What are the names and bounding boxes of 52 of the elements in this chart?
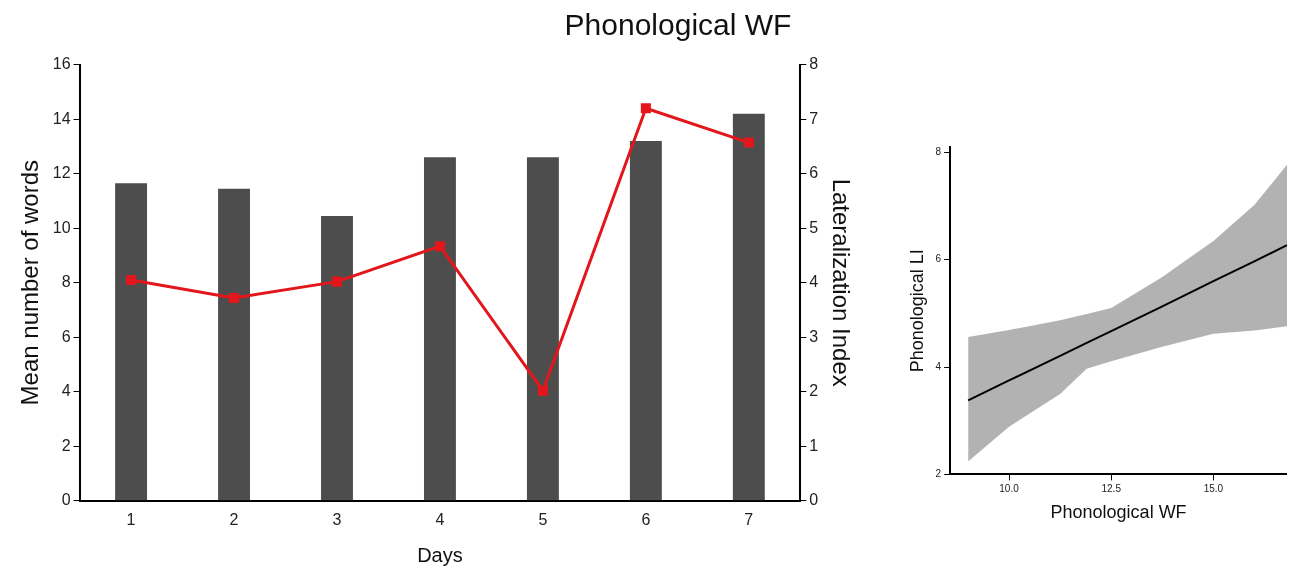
point xyxy=(434,241,445,252)
y2-tick-label: 1 xyxy=(809,436,819,454)
y-axis-title: Mean number of words xyxy=(16,159,44,406)
y-tick-label: 2 xyxy=(61,436,71,454)
y-tick-label: 4 xyxy=(935,360,942,372)
y-axis-title: Phonological LI xyxy=(906,249,927,373)
bar xyxy=(629,140,662,501)
y-tick-label: 2 xyxy=(935,468,942,480)
y-tick-label: 6 xyxy=(935,253,942,265)
y-tick-label: 8 xyxy=(935,146,942,158)
x-tick-label: 2 xyxy=(229,510,239,528)
y2-tick-label: 0 xyxy=(809,491,819,509)
y2-tick-label: 4 xyxy=(809,273,819,291)
y-tick-label: 10 xyxy=(52,218,71,236)
point xyxy=(743,137,754,148)
point xyxy=(331,276,343,287)
bar xyxy=(526,157,559,501)
y-tick-label: 4 xyxy=(61,382,71,400)
x-axis-title: Days xyxy=(417,543,463,566)
y2-axis-title: Lateralization Index xyxy=(827,178,855,387)
bar xyxy=(115,183,148,501)
chart-title: Phonological WF xyxy=(563,8,793,42)
y-tick-label: 12 xyxy=(52,164,71,182)
y2-tick-label: 3 xyxy=(809,327,819,345)
x-tick-label: 15.0 xyxy=(1203,483,1224,495)
x-tick-label: 1 xyxy=(126,510,136,528)
y2-tick-label: 2 xyxy=(809,382,819,400)
x-tick-label: 12.5 xyxy=(1101,483,1122,495)
y2-tick-label: 7 xyxy=(809,109,819,127)
y-tick-label: 0 xyxy=(61,491,71,509)
bar xyxy=(218,188,250,501)
point xyxy=(640,103,651,114)
y2-tick-label: 8 xyxy=(809,55,819,73)
y-tick-label: 8 xyxy=(61,273,71,291)
y-tick-label: 14 xyxy=(52,109,71,127)
x-tick-label: 3 xyxy=(332,510,342,528)
bar xyxy=(423,157,456,501)
x-tick-label: 7 xyxy=(744,510,754,528)
y-tick-label: 16 xyxy=(52,55,71,73)
x-tick-label: 10.0 xyxy=(999,483,1020,495)
bar xyxy=(732,113,765,501)
x-axis-title: Phonological WF xyxy=(1050,502,1187,523)
point xyxy=(229,292,240,303)
x-tick-label: 4 xyxy=(435,510,445,528)
point xyxy=(537,385,548,396)
x-tick-label: 5 xyxy=(538,510,548,528)
point xyxy=(126,274,137,286)
y2-tick-label: 5 xyxy=(809,218,819,236)
x-tick-label: 6 xyxy=(641,510,651,528)
y2-tick-label: 6 xyxy=(809,164,819,182)
bar xyxy=(321,215,353,501)
y-tick-label: 6 xyxy=(61,327,71,345)
